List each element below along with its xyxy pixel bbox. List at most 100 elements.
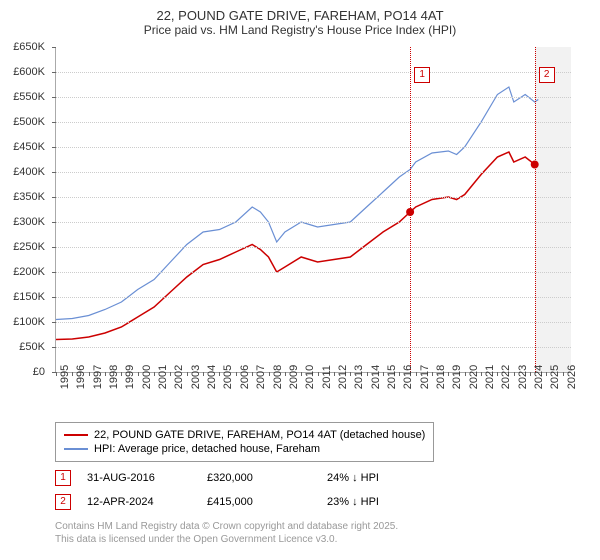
x-axis-label: 2000: [141, 365, 153, 389]
series-property: [56, 152, 538, 340]
y-tick: [52, 72, 56, 73]
grid-line: [56, 197, 571, 198]
grid-line: [56, 172, 571, 173]
x-tick: [105, 372, 106, 376]
x-tick: [334, 372, 335, 376]
grid-line: [56, 347, 571, 348]
sale-marker-box: 1: [55, 470, 71, 486]
grid-line: [56, 97, 571, 98]
sale-date: 12-APR-2024: [87, 496, 207, 508]
y-axis-label: £550K: [13, 91, 45, 103]
x-axis-label: 1996: [75, 365, 87, 389]
x-axis-label: 2015: [386, 365, 398, 389]
legend-swatch: [64, 448, 88, 450]
marker-vline: [535, 47, 536, 372]
x-axis-label: 2007: [255, 365, 267, 389]
y-axis-label: £500K: [13, 116, 45, 128]
footer-line-1: Contains HM Land Registry data © Crown c…: [55, 520, 590, 533]
y-tick: [52, 347, 56, 348]
legend-swatch: [64, 434, 88, 436]
x-axis-label: 2004: [206, 365, 218, 389]
y-axis-label: £600K: [13, 66, 45, 78]
x-axis-label: 2019: [451, 365, 463, 389]
x-axis-label: 1999: [124, 365, 136, 389]
x-tick: [318, 372, 319, 376]
footer-text: Contains HM Land Registry data © Crown c…: [55, 520, 590, 546]
x-axis-label: 2016: [402, 365, 414, 389]
sale-delta: 24% ↓ HPI: [327, 472, 447, 484]
x-tick: [72, 372, 73, 376]
x-tick: [383, 372, 384, 376]
y-axis-label: £50K: [19, 341, 45, 353]
grid-line: [56, 322, 571, 323]
x-tick: [367, 372, 368, 376]
x-axis-label: 2021: [484, 365, 496, 389]
x-tick: [170, 372, 171, 376]
x-tick: [285, 372, 286, 376]
y-tick: [52, 47, 56, 48]
x-axis-label: 2024: [533, 365, 545, 389]
marker-label: 1: [414, 67, 430, 83]
marker-vline: [410, 47, 411, 372]
x-axis-label: 2014: [370, 365, 382, 389]
legend-item: 22, POUND GATE DRIVE, FAREHAM, PO14 4AT …: [64, 429, 425, 441]
x-axis-label: 2020: [468, 365, 480, 389]
x-tick: [514, 372, 515, 376]
x-axis-label: 2012: [337, 365, 349, 389]
x-axis-label: 2011: [321, 365, 333, 389]
chart-plot: 12: [55, 47, 571, 373]
y-axis-label: £300K: [13, 216, 45, 228]
y-tick: [52, 247, 56, 248]
y-tick: [52, 197, 56, 198]
chart-svg: [56, 47, 571, 372]
x-tick: [301, 372, 302, 376]
marker-label: 2: [539, 67, 555, 83]
x-tick: [269, 372, 270, 376]
sale-date: 31-AUG-2016: [87, 472, 207, 484]
y-tick: [52, 97, 56, 98]
grid-line: [56, 72, 571, 73]
x-axis-label: 2023: [517, 365, 529, 389]
x-tick: [89, 372, 90, 376]
grid-line: [56, 297, 571, 298]
y-axis-label: £250K: [13, 241, 45, 253]
footer-line-2: This data is licensed under the Open Gov…: [55, 533, 590, 546]
x-axis-label: 2018: [435, 365, 447, 389]
x-tick: [138, 372, 139, 376]
x-axis-label: 2002: [173, 365, 185, 389]
x-tick: [187, 372, 188, 376]
sale-delta: 23% ↓ HPI: [327, 496, 447, 508]
x-tick: [497, 372, 498, 376]
x-axis-label: 2017: [419, 365, 431, 389]
y-tick: [52, 322, 56, 323]
x-tick: [350, 372, 351, 376]
legend-label: 22, POUND GATE DRIVE, FAREHAM, PO14 4AT …: [94, 429, 425, 441]
x-axis-label: 2013: [353, 365, 365, 389]
x-axis-label: 2022: [500, 365, 512, 389]
x-tick: [432, 372, 433, 376]
x-tick: [219, 372, 220, 376]
x-axis-label: 2009: [288, 365, 300, 389]
grid-line: [56, 122, 571, 123]
x-tick: [563, 372, 564, 376]
x-axis-label: 1997: [92, 365, 104, 389]
legend-item: HPI: Average price, detached house, Fare…: [64, 443, 425, 455]
y-axis-label: £100K: [13, 316, 45, 328]
x-axis-label: 1998: [108, 365, 120, 389]
y-tick: [52, 272, 56, 273]
grid-line: [56, 147, 571, 148]
sale-price: £415,000: [207, 496, 327, 508]
y-tick: [52, 172, 56, 173]
x-axis-label: 2003: [190, 365, 202, 389]
grid-line: [56, 222, 571, 223]
y-axis-label: £0: [33, 366, 45, 378]
y-axis-label: £200K: [13, 266, 45, 278]
x-tick: [399, 372, 400, 376]
x-tick: [465, 372, 466, 376]
chart-area: 12 £0£50K£100K£150K£200K£250K£300K£350K£…: [10, 47, 570, 417]
x-tick: [236, 372, 237, 376]
x-axis-label: 2001: [157, 365, 169, 389]
x-axis-label: 2006: [239, 365, 251, 389]
y-axis-label: £450K: [13, 141, 45, 153]
y-tick: [52, 222, 56, 223]
